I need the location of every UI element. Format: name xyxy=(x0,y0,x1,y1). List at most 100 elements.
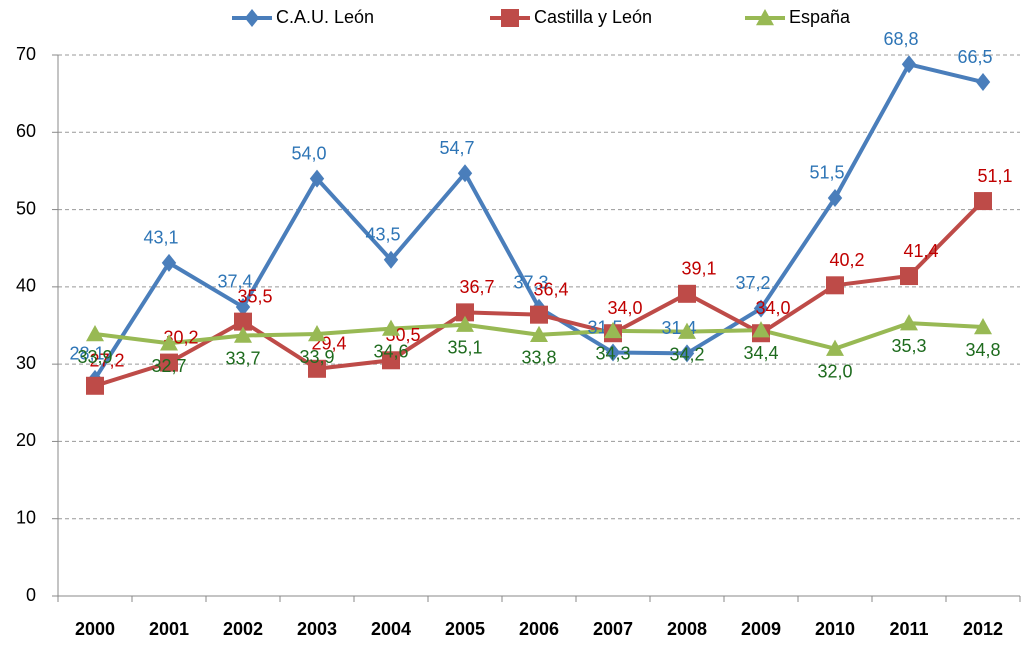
data-label: 34,6 xyxy=(373,341,408,361)
data-label: 35,1 xyxy=(447,337,482,357)
data-label: 37,3 xyxy=(513,272,548,292)
point xyxy=(975,73,991,92)
point xyxy=(234,312,252,331)
point xyxy=(234,326,252,343)
data-label: 28,1 xyxy=(69,344,104,364)
point xyxy=(679,344,695,363)
legend-marker xyxy=(244,9,260,27)
x-tick-label: 2003 xyxy=(297,619,337,639)
data-label: 33,9 xyxy=(77,347,112,367)
legend-item: Castilla y León xyxy=(490,7,652,27)
x-tick-label: 2012 xyxy=(963,619,1003,639)
point xyxy=(308,325,326,342)
point xyxy=(753,299,769,318)
data-label: 34,4 xyxy=(743,343,778,363)
point xyxy=(974,318,992,335)
x-tick-label: 2006 xyxy=(519,619,559,639)
x-tick-label: 2000 xyxy=(75,619,115,639)
data-label: 32,0 xyxy=(817,361,852,381)
data-label: 34,2 xyxy=(669,344,704,364)
y-tick-label: 0 xyxy=(26,585,36,605)
data-label: 43,1 xyxy=(143,228,178,248)
y-tick-label: 40 xyxy=(16,276,36,296)
point xyxy=(160,334,178,351)
data-label: 51,5 xyxy=(809,163,844,183)
point xyxy=(605,343,621,362)
data-label: 43,5 xyxy=(365,225,400,245)
data-label: 33,7 xyxy=(225,348,260,368)
legend-label: C.A.U. León xyxy=(276,7,374,27)
data-label: 34,8 xyxy=(965,340,1000,360)
point xyxy=(974,192,992,211)
data-label: 39,1 xyxy=(681,259,716,279)
point xyxy=(382,351,400,370)
point xyxy=(160,353,178,372)
data-label: 34,0 xyxy=(607,298,642,318)
point xyxy=(161,253,177,272)
data-label: 37,2 xyxy=(735,273,770,293)
point xyxy=(752,321,770,338)
data-label: 37,4 xyxy=(217,272,252,292)
data-label: 66,5 xyxy=(957,47,992,67)
data-label: 33,8 xyxy=(521,348,556,368)
x-tick-label: 2011 xyxy=(889,619,928,639)
data-label: 51,1 xyxy=(977,166,1012,186)
legend-item: C.A.U. León xyxy=(232,7,374,27)
point xyxy=(901,55,917,74)
point xyxy=(382,319,400,336)
point xyxy=(308,359,326,378)
data-label: 54,7 xyxy=(439,138,474,158)
x-tick-label: 2007 xyxy=(593,619,633,639)
legend-label: España xyxy=(789,7,851,27)
data-label: 40,2 xyxy=(829,250,864,270)
data-label: 68,8 xyxy=(883,29,918,49)
data-label: 34,3 xyxy=(595,344,630,364)
point xyxy=(826,276,844,295)
point xyxy=(827,188,843,207)
y-tick-label: 50 xyxy=(16,198,36,218)
data-label: 35,3 xyxy=(891,336,926,356)
data-label: 27,2 xyxy=(89,351,124,371)
y-tick-label: 10 xyxy=(16,507,36,527)
x-tick-label: 2004 xyxy=(371,619,411,639)
data-label: 36,4 xyxy=(533,279,568,299)
y-tick-label: 30 xyxy=(16,353,36,373)
point xyxy=(309,169,325,188)
point xyxy=(678,322,696,339)
y-tick-label: 70 xyxy=(16,44,36,64)
point xyxy=(900,314,918,331)
legend-marker xyxy=(756,9,774,26)
point xyxy=(604,321,622,339)
legend-label: Castilla y León xyxy=(534,7,652,27)
point xyxy=(678,284,696,303)
data-label: 35,5 xyxy=(237,286,272,306)
point xyxy=(86,325,104,342)
point xyxy=(456,315,474,332)
data-label: 32,7 xyxy=(151,356,186,376)
point xyxy=(530,305,548,324)
legend-item: España xyxy=(745,7,851,27)
y-tick-label: 60 xyxy=(16,121,36,141)
point xyxy=(235,297,251,316)
y-tick-label: 20 xyxy=(16,430,36,450)
point xyxy=(530,325,548,342)
point xyxy=(900,267,918,286)
x-tick-label: 2009 xyxy=(741,619,781,639)
x-tick-label: 2005 xyxy=(445,619,485,639)
point xyxy=(457,164,473,183)
point xyxy=(383,250,399,269)
data-label: 33,9 xyxy=(299,347,334,367)
x-tick-label: 2010 xyxy=(815,619,855,639)
data-label: 36,7 xyxy=(459,277,494,297)
data-label: 41,4 xyxy=(903,241,938,261)
x-tick-label: 2008 xyxy=(667,619,707,639)
point xyxy=(86,376,104,395)
x-tick-label: 2002 xyxy=(223,619,263,639)
point xyxy=(826,339,844,356)
data-label: 54,0 xyxy=(291,143,326,163)
x-tick-label: 2001 xyxy=(149,619,189,639)
data-label: 34,0 xyxy=(755,298,790,318)
legend-marker xyxy=(501,9,519,27)
point xyxy=(456,303,474,322)
